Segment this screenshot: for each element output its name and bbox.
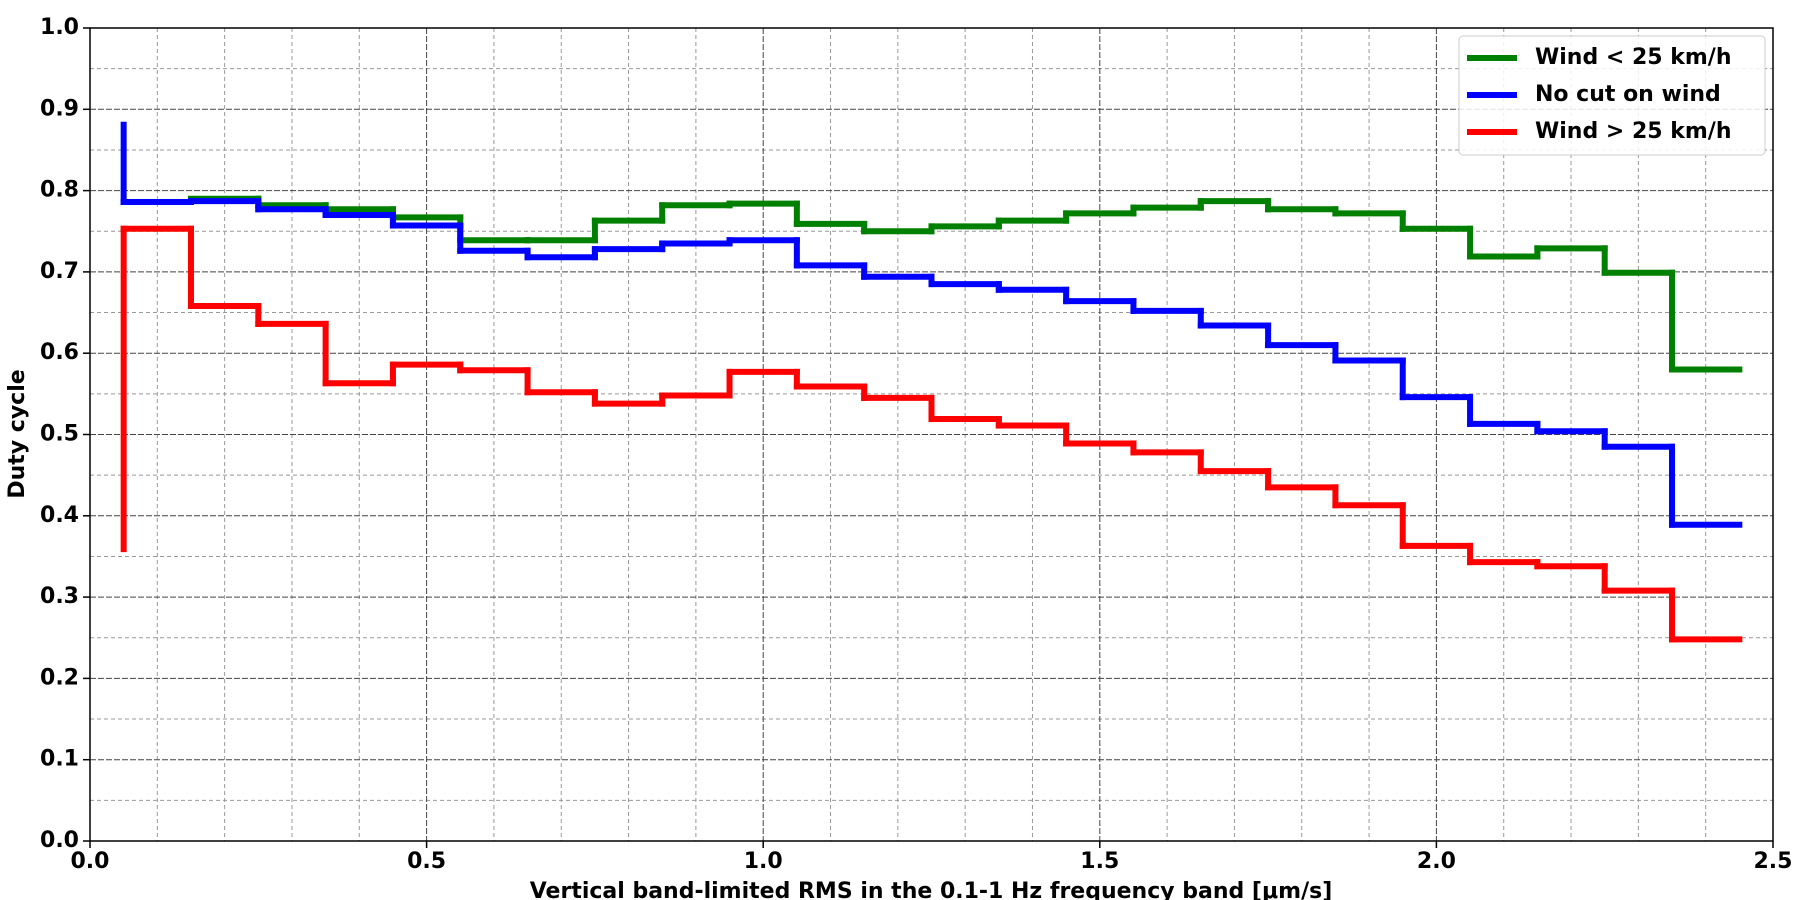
legend: Wind < 25 km/h No cut on wind Wind > 25 km… bbox=[1458, 35, 1766, 156]
x-tick-label: 1.0 bbox=[744, 849, 783, 874]
y-tick-label: 0.0 bbox=[40, 828, 79, 853]
x-tick-label: 2.5 bbox=[1754, 849, 1793, 874]
y-tick-label: 0.1 bbox=[40, 747, 79, 772]
x-tick-label: 0.0 bbox=[71, 849, 110, 874]
x-axis-label: Vertical band-limited RMS in the 0.1-1 H… bbox=[530, 879, 1333, 900]
y-tick-label: 0.6 bbox=[40, 340, 79, 365]
y-tick-label: 0.8 bbox=[40, 178, 79, 203]
y-axis-label: Duty cycle bbox=[5, 369, 30, 498]
y-tick-label: 0.7 bbox=[40, 259, 79, 284]
y-tick-label: 0.9 bbox=[40, 96, 79, 121]
legend-box bbox=[1458, 35, 1766, 156]
legend-label: Wind < 25 km/h bbox=[1535, 45, 1732, 70]
x-tick-label: 0.5 bbox=[407, 849, 446, 874]
y-tick-label: 0.5 bbox=[40, 422, 79, 447]
y-tick-label: 0.4 bbox=[40, 503, 79, 528]
plot-frame bbox=[89, 27, 1774, 842]
legend-label: Wind > 25 km/h bbox=[1535, 119, 1732, 144]
legend-label: No cut on wind bbox=[1535, 82, 1721, 107]
x-tick-label: 1.5 bbox=[1080, 849, 1119, 874]
y-tick-label: 0.2 bbox=[40, 665, 79, 690]
x-tick-label: 2.0 bbox=[1417, 849, 1456, 874]
y-tick-label: 1.0 bbox=[40, 15, 79, 40]
y-tick-label: 0.3 bbox=[40, 584, 79, 609]
